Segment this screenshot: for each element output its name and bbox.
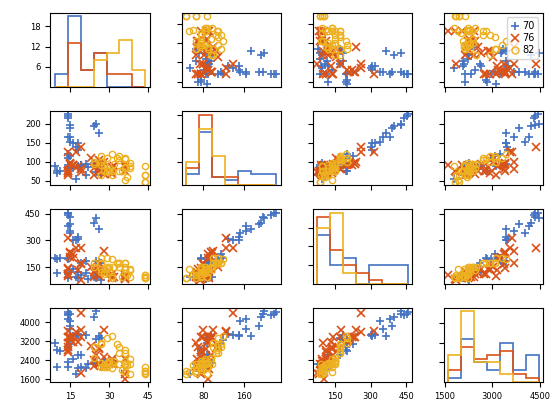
Legend: 70, 76, 82: 70, 76, 82 [507, 18, 538, 59]
